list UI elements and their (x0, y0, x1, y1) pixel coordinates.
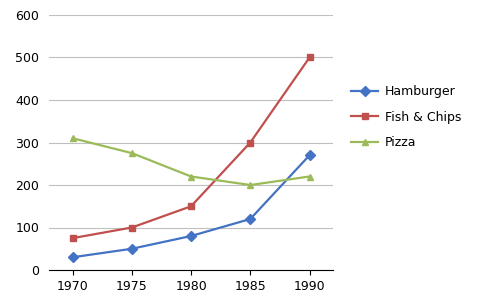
Pizza (129, 151, 135, 155)
Hamburger (247, 217, 253, 221)
Pizza (188, 175, 194, 178)
Hamburger (129, 247, 135, 250)
Pizza (307, 175, 313, 178)
Fish & Chips (307, 56, 313, 59)
Hamburger (70, 255, 75, 259)
Fish & Chips (129, 226, 135, 229)
Line: Hamburger: Hamburger (69, 152, 313, 261)
Fish & Chips (70, 236, 75, 240)
Pizza (70, 136, 75, 140)
Hamburger (307, 153, 313, 157)
Pizza (247, 183, 253, 187)
Line: Pizza: Pizza (69, 135, 313, 188)
Hamburger (188, 234, 194, 238)
Legend: Hamburger, Fish & Chips, Pizza: Hamburger, Fish & Chips, Pizza (351, 85, 461, 149)
Fish & Chips (188, 205, 194, 208)
Fish & Chips (247, 141, 253, 144)
Line: Fish & Chips: Fish & Chips (69, 54, 313, 242)
